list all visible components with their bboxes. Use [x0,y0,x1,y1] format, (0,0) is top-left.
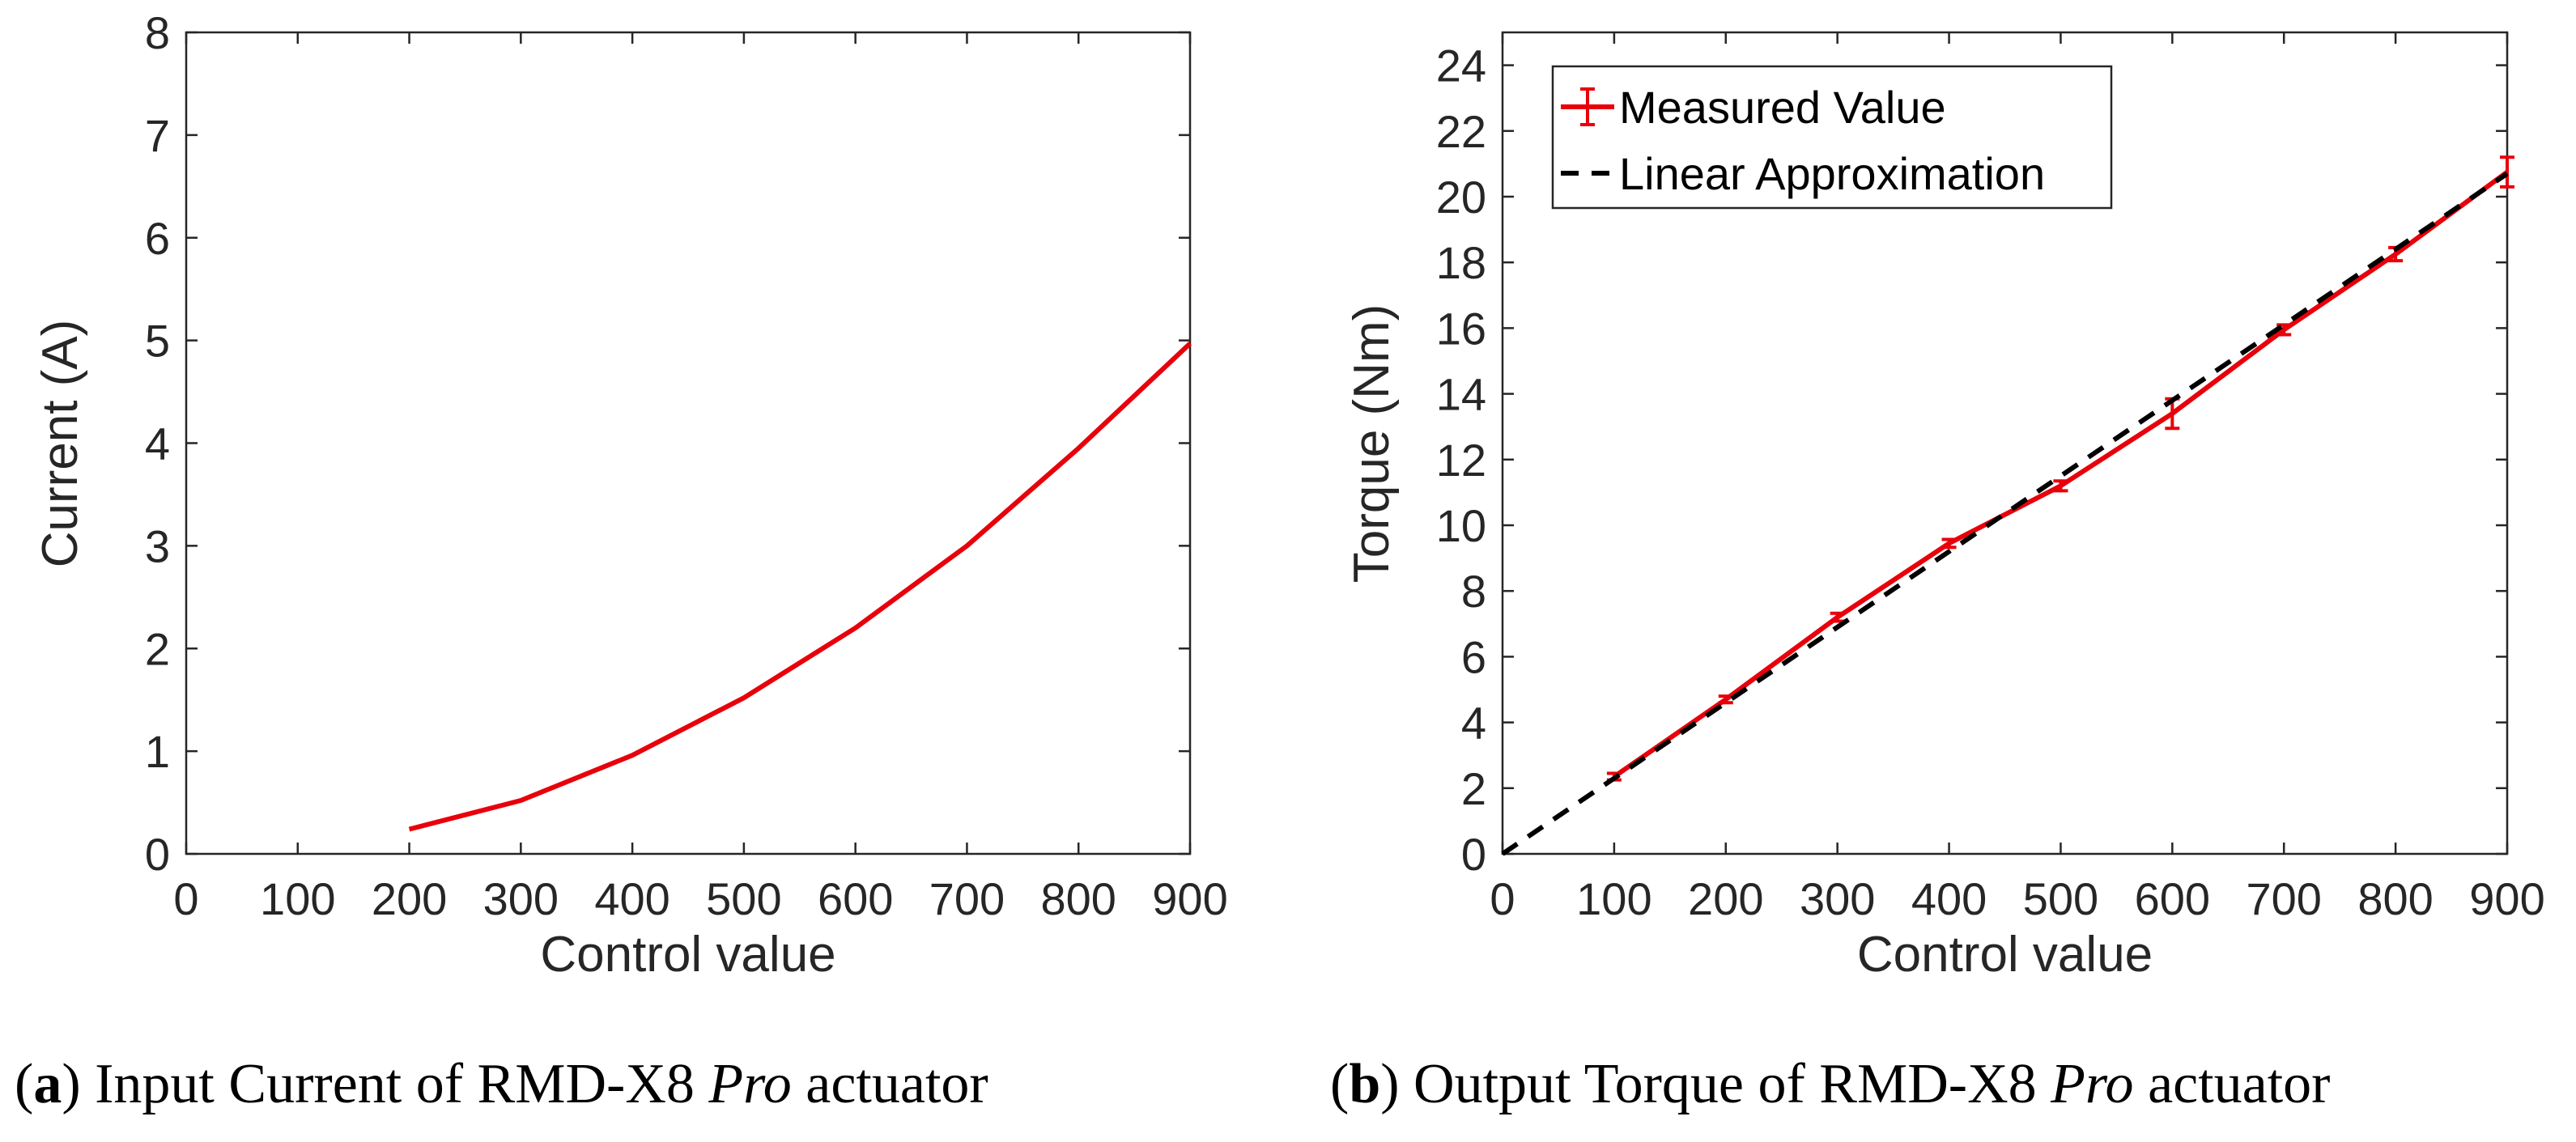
y-tick-label: 0 [145,829,170,880]
y-tick-label: 24 [1436,40,1486,91]
y-tick-label: 6 [1461,631,1486,682]
x-tick-label: 200 [372,873,447,924]
caption-b-italic: Pro [2051,1053,2134,1115]
caption-b-text: ) Output Torque of RMD-X8 [1380,1053,2051,1115]
y-tick-label: 4 [145,418,170,469]
legend-label: Measured Value [1619,82,1946,133]
x-tick-label: 100 [1576,873,1651,924]
legend-box [1551,65,2113,210]
x-tick-label: 900 [2469,873,2544,924]
caption-a-italic: Pro [708,1053,792,1115]
x-tick-label: 600 [2135,873,2210,924]
caption-b-label: b [1349,1053,1381,1115]
chart-panel-a: 0 100 200 300 400 500 600 700 800 900 0 1 2 3 4 5 6 7 8 Con… [32,7,1228,983]
plot-frame [1501,31,2509,855]
y-tick-label: 22 [1436,106,1486,157]
x-tick-label: 600 [818,873,893,924]
x-tick-label: 400 [1911,873,1987,924]
x-axis-label: Control value [1857,927,2153,983]
x-tick-label: 700 [929,873,1005,924]
caption-a-text: ) Input Current of RMD-X8 [62,1053,709,1115]
y-axis-label: Torque (Nm) [1344,304,1400,584]
y-tick-label: 3 [145,520,170,571]
y-tick-label: 1 [145,726,170,777]
x-tick-label: 0 [173,873,198,924]
y-tick-label: 16 [1436,303,1486,354]
chart-panel-b: 0 100 200 300 400 500 600 700 800 900024681012141… [1344,31,2545,983]
x-tick-label: 300 [1800,873,1875,924]
x-tick-label: 300 [483,873,559,924]
y-tick-label: 18 [1436,237,1486,288]
y-tick-label: 5 [145,316,170,367]
x-tick-label: 800 [1041,873,1116,924]
x-tick-label: 900 [1152,873,1227,924]
x-tick-label: 500 [706,873,781,924]
y-tick-label: 20 [1436,172,1486,223]
caption-a-label: a [33,1053,62,1115]
y-axis-label: Current (A) [32,320,88,568]
y-tick-label: 6 [145,213,170,264]
y-tick-label: 8 [145,7,170,58]
y-tick-label: 10 [1436,500,1486,551]
y-tick-label: 7 [145,110,170,161]
y-tick-label: 14 [1436,369,1486,420]
series-line-linear-approximation [1501,172,2509,856]
y-tick-label: 2 [145,623,170,674]
y-tick-label: 4 [1461,698,1486,749]
caption-a-open: ( [15,1053,34,1115]
x-tick-label: 400 [594,873,670,924]
x-tick-label: 700 [2247,873,2322,924]
y-tick-label: 0 [1461,829,1486,880]
x-tick-label: 0 [1490,873,1515,924]
y-tick-label: 8 [1461,566,1486,617]
x-tick-label: 200 [1688,873,1763,924]
legend-label: Linear Approximation [1619,148,2045,199]
x-axis-label: Control value [540,927,835,983]
x-tick-label: 100 [260,873,335,924]
series-line-current [408,342,1192,832]
caption-b: (b) Output Torque of RMD-X8 Pro actuator [1330,1052,2330,1117]
caption-a: (a) Input Current of RMD-X8 Pro actuator [15,1052,988,1117]
x-tick-label: 800 [2357,873,2433,924]
plot-frame [185,31,1192,855]
caption-b-tail: actuator [2133,1053,2331,1115]
x-tick-label: 500 [2023,873,2098,924]
y-tick-label: 12 [1436,435,1486,486]
caption-a-tail: actuator [791,1053,988,1115]
caption-b-open: ( [1330,1053,1350,1115]
y-tick-label: 2 [1461,763,1486,814]
